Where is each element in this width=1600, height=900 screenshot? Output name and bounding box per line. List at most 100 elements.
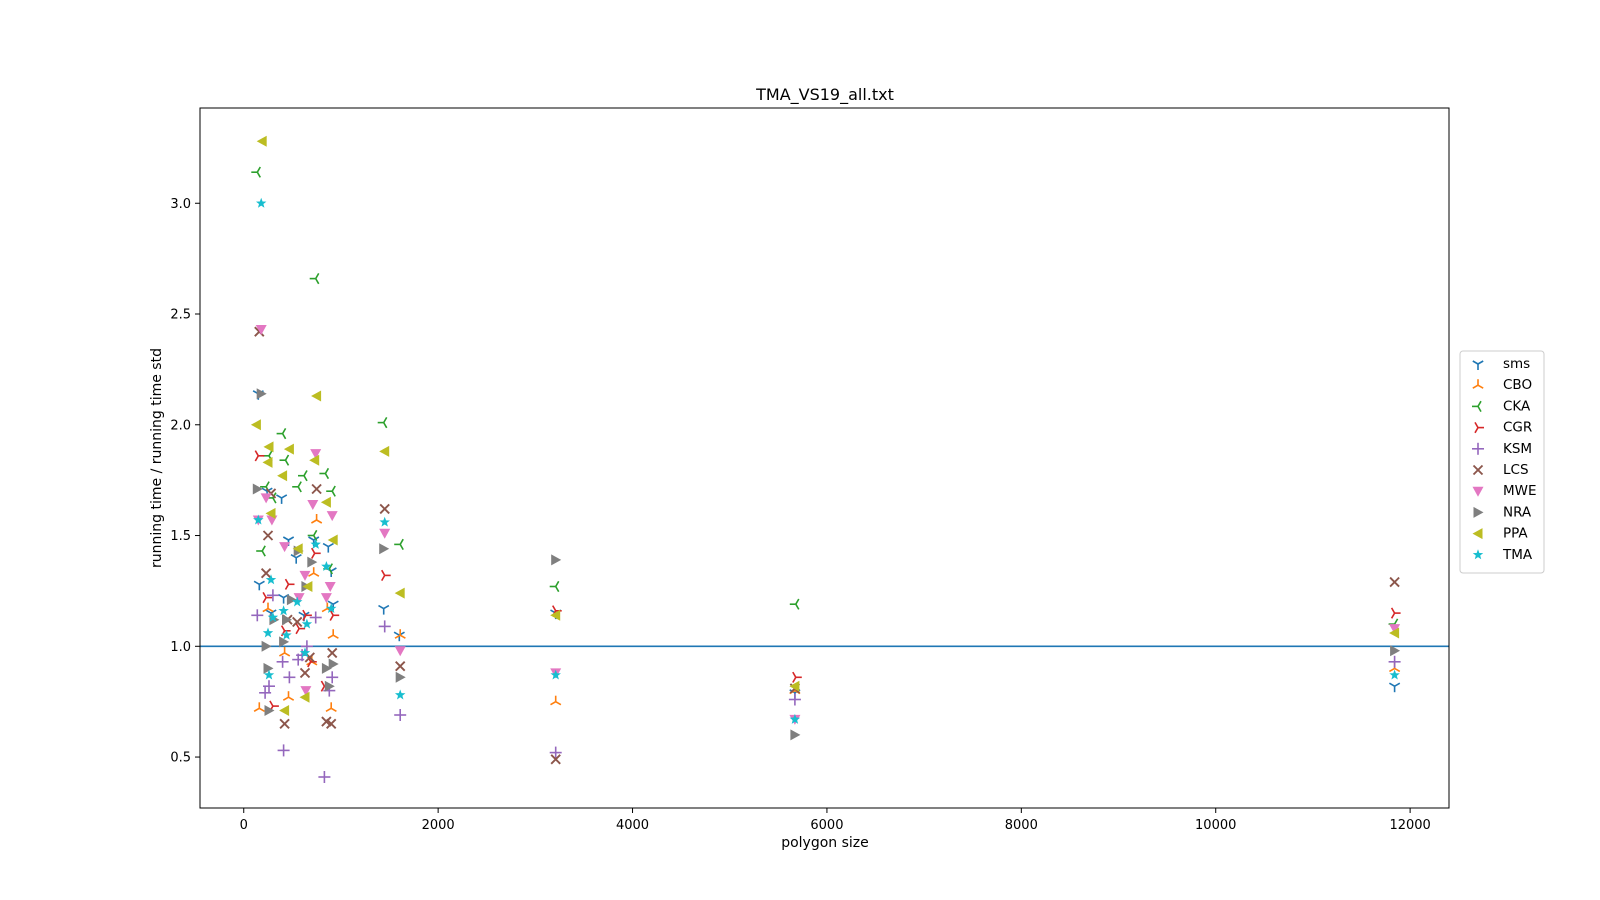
legend-label: TMA	[1502, 547, 1533, 563]
x-tick-label: 8000	[1005, 818, 1038, 833]
legend-item: MWE	[1472, 483, 1537, 499]
data-point	[265, 574, 277, 585]
data-point	[278, 605, 289, 616]
data-point	[394, 629, 406, 639]
data-point	[302, 609, 312, 621]
legend-label: KSM	[1503, 441, 1532, 457]
x-tick-label: 10000	[1195, 818, 1236, 833]
data-point	[1389, 669, 1400, 680]
legend-item: NRA	[1473, 504, 1532, 520]
legend-item: KSM	[1472, 441, 1532, 457]
data-point	[311, 514, 323, 524]
data-point	[299, 570, 311, 581]
legend-label: CBO	[1503, 377, 1532, 393]
data-point	[377, 417, 388, 429]
y-axis-label: running time / running time std	[149, 348, 165, 568]
data-point	[261, 640, 272, 652]
y-tick-label: 1.5	[170, 529, 191, 544]
legend-marker	[1472, 549, 1484, 560]
data-point	[328, 658, 339, 670]
data-point	[276, 494, 288, 504]
legend-label: CKA	[1503, 398, 1531, 414]
legend-label: sms	[1503, 356, 1530, 372]
legend-marker	[1472, 442, 1484, 455]
data-point	[263, 680, 275, 693]
data-point	[789, 713, 801, 724]
data-point	[379, 516, 390, 527]
data-point	[286, 594, 297, 606]
series-KSM	[251, 589, 1401, 783]
legend-label: LCS	[1503, 462, 1529, 478]
legend-label: MWE	[1503, 483, 1537, 499]
data-point	[324, 582, 336, 592]
data-point	[262, 602, 274, 613]
data-point	[299, 691, 310, 703]
data-point	[262, 592, 273, 604]
data-point	[277, 744, 290, 757]
data-point	[326, 671, 339, 684]
data-point	[290, 554, 302, 564]
y-axis-ticks: 0.5 1.0 1.5 2.0 2.5 3.0	[170, 197, 200, 766]
data-point	[310, 449, 322, 460]
data-point	[325, 603, 337, 614]
data-point	[324, 680, 335, 692]
data-point	[550, 669, 561, 680]
data-point	[255, 197, 267, 208]
series-CGR	[254, 450, 1401, 712]
data-point	[256, 388, 267, 400]
data-point	[307, 500, 319, 510]
data-point	[279, 636, 290, 648]
data-point	[1389, 576, 1400, 588]
data-point	[325, 702, 337, 712]
data-point	[251, 609, 264, 622]
data-point	[255, 325, 267, 335]
legend-item: sms	[1472, 356, 1530, 372]
data-point	[311, 547, 321, 559]
data-point	[277, 470, 288, 482]
data-point	[789, 598, 800, 610]
data-point	[265, 507, 276, 519]
data-point	[280, 625, 291, 637]
x-tick-label: 6000	[810, 818, 843, 833]
data-point	[327, 534, 338, 546]
data-point	[320, 496, 331, 508]
data-point	[300, 686, 312, 697]
legend-item: LCS	[1472, 462, 1529, 478]
legend-marker	[1474, 422, 1484, 434]
data-point	[276, 655, 289, 668]
data-point	[394, 538, 404, 550]
data-point	[281, 629, 292, 640]
data-point	[549, 746, 562, 759]
data-point	[293, 593, 305, 604]
data-point	[394, 587, 405, 599]
data-point	[327, 629, 339, 639]
data-point	[262, 530, 274, 541]
data-point	[378, 620, 391, 633]
data-point	[322, 542, 334, 553]
legend-marker	[1472, 528, 1483, 540]
legend-item: CKA	[1472, 398, 1531, 414]
data-point	[321, 662, 332, 674]
data-point	[792, 671, 802, 683]
data-point	[307, 556, 318, 568]
legend: sms CBO CKA CGR KSM LCS MWE NRA PPA TMA	[1459, 350, 1545, 574]
series-TMA	[253, 197, 1400, 724]
legend-marker	[1473, 506, 1484, 518]
data-point	[291, 596, 303, 607]
x-axis-ticks: 0 2000 4000 6000 8000 10000 12000	[240, 808, 1431, 833]
y-tick-label: 2.0	[170, 418, 191, 433]
data-point	[299, 667, 311, 679]
data-point	[292, 481, 302, 493]
legend-label: PPA	[1503, 526, 1528, 542]
data-point	[309, 273, 320, 285]
data-point	[282, 614, 292, 626]
data-point	[309, 454, 320, 466]
data-point	[301, 618, 313, 629]
data-point	[253, 702, 265, 712]
data-point	[1390, 607, 1401, 619]
legend-marker	[1472, 400, 1482, 412]
data-point	[788, 693, 801, 706]
data-point	[251, 166, 261, 178]
data-point	[260, 568, 272, 579]
data-point	[253, 514, 264, 525]
